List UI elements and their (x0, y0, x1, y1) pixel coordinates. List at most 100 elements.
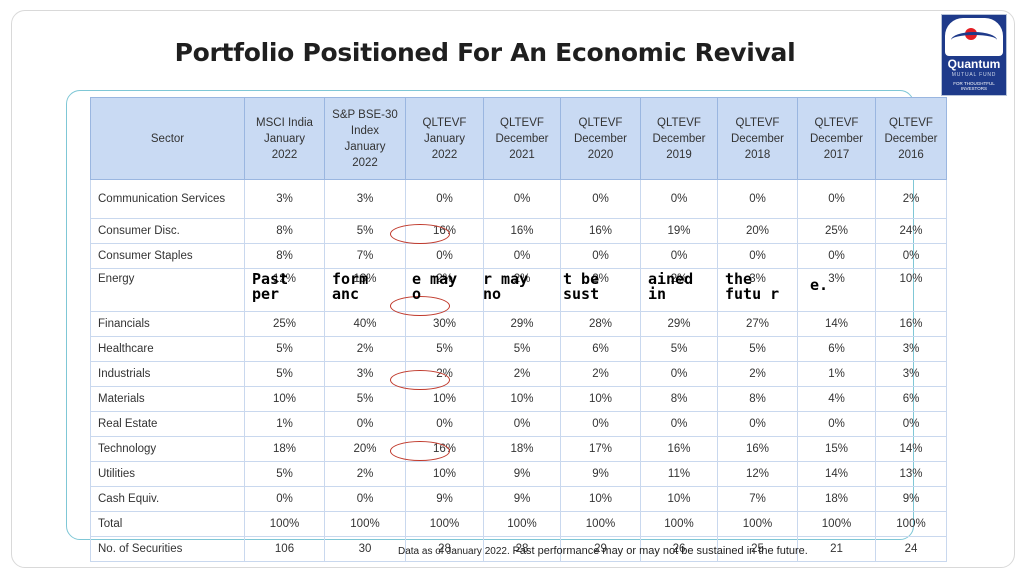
value-cell: 0% (797, 179, 876, 219)
value-cell: 0% (640, 179, 718, 219)
value-cell: 4% (797, 386, 876, 412)
column-header: QLTEVF December 2016 (875, 97, 947, 180)
column-header-sector: Sector (90, 97, 245, 180)
value-cell: 12% (717, 461, 798, 487)
table-row: Real Estate 1% 0% 0% 0% 0% 0% 0% 0% 0% (90, 411, 947, 437)
value-cell: 0% (405, 411, 484, 437)
value-cell: 0% (483, 411, 561, 437)
value-cell: 2% (560, 268, 641, 312)
value-cell: 16% (483, 218, 561, 244)
value-cell: 6% (797, 336, 876, 362)
value-cell: 28 (405, 536, 484, 562)
value-cell: 25 (717, 536, 798, 562)
value-cell: 11% (640, 461, 718, 487)
column-header: MSCI India January 2022 (244, 97, 325, 180)
value-cell: 10% (640, 486, 718, 512)
value-cell: 15% (797, 436, 876, 462)
value-cell: 9% (405, 486, 484, 512)
value-cell: 0% (717, 411, 798, 437)
value-cell: 2% (560, 361, 641, 387)
value-cell: 2% (875, 179, 947, 219)
value-cell: 9% (483, 486, 561, 512)
value-cell: 30 (324, 536, 406, 562)
table-row: Cash Equiv. 0% 0% 9% 9% 10% 10% 7% 18% 9% (90, 486, 947, 512)
value-cell: 24% (875, 218, 947, 244)
value-cell: 19% (640, 218, 718, 244)
column-header: QLTEVF December 2018 (717, 97, 798, 180)
sector-name-cell: Consumer Disc. (90, 218, 245, 244)
value-cell: 5% (244, 336, 325, 362)
value-cell: 0% (324, 486, 406, 512)
value-cell: 8% (244, 218, 325, 244)
logo-emblem-icon (945, 18, 1003, 56)
value-cell: 27% (717, 311, 798, 337)
value-cell: 13% (875, 461, 947, 487)
value-cell: 25% (797, 218, 876, 244)
value-cell: 2% (483, 268, 561, 312)
value-cell: 3% (244, 179, 325, 219)
table-row: Technology 18% 20% 16% 18% 17% 16% 16% 15% 14% (90, 436, 947, 462)
value-cell: 0% (405, 243, 484, 269)
value-cell: 106 (244, 536, 325, 562)
value-cell: 17% (560, 436, 641, 462)
logo-name: Quantum (947, 57, 1001, 71)
value-cell: 29 (560, 536, 641, 562)
value-cell: 100% (797, 511, 876, 537)
value-cell: 100% (324, 511, 406, 537)
overlay-fragment: form anc (332, 272, 369, 302)
column-header: QLTEVF January 2022 (405, 97, 484, 180)
logo-tag: FOR THOUGHTFUL INVESTORS (953, 81, 995, 91)
value-cell: 18% (244, 436, 325, 462)
footnote-main: Past performance may or may not be susta… (512, 545, 808, 557)
table-row: Energy 12% 13% 2% 2% 2% 2% 3% 3% 10% (90, 268, 947, 312)
overlay-fragment: ained in (648, 272, 694, 302)
value-cell: 26 (640, 536, 718, 562)
sector-name-cell: Financials (90, 311, 245, 337)
table-header-row: Sector MSCI India January 2022 S&P BSE-30 … (90, 97, 947, 180)
value-cell: 0% (483, 243, 561, 269)
logo-swoosh (951, 32, 997, 48)
value-cell: 0% (797, 243, 876, 269)
sector-name-cell: Materials (90, 386, 245, 412)
value-cell: 18% (797, 486, 876, 512)
value-cell: 10% (560, 386, 641, 412)
table-row: Financials 25% 40% 30% 29% 28% 29% 27% 14% 16% (90, 311, 947, 337)
value-cell: 10% (244, 386, 325, 412)
value-cell: 8% (244, 243, 325, 269)
table-row: Industrials 5% 3% 2% 2% 2% 0% 2% 1% 3% (90, 361, 947, 387)
value-cell: 6% (875, 386, 947, 412)
sector-name-cell: Communication Services (90, 179, 245, 219)
page-title: Portfolio Positioned For An Economic Rev… (174, 38, 796, 67)
table-row: Consumer Disc. 8% 5% 16% 16% 16% 19% 20% 25% 24% (90, 218, 947, 244)
value-cell: 10% (405, 461, 484, 487)
sector-name-cell: Industrials (90, 361, 245, 387)
overlay-fragment: r may no (483, 272, 529, 302)
value-cell: 3% (875, 361, 947, 387)
value-cell: 2% (324, 336, 406, 362)
value-cell: 18% (483, 436, 561, 462)
value-cell: 100% (405, 511, 484, 537)
value-cell: 2% (324, 461, 406, 487)
value-cell: 10% (875, 268, 947, 312)
value-cell: 100% (244, 511, 325, 537)
value-cell: 8% (640, 386, 718, 412)
value-cell: 1% (244, 411, 325, 437)
value-cell: 5% (244, 461, 325, 487)
value-cell: 16% (717, 436, 798, 462)
value-cell: 16% (640, 436, 718, 462)
value-cell: 2% (717, 361, 798, 387)
value-cell: 0% (324, 411, 406, 437)
column-header: QLTEVF December 2019 (640, 97, 718, 180)
value-cell: 5% (324, 386, 406, 412)
sector-name-cell: Real Estate (90, 411, 245, 437)
value-cell: 10% (483, 386, 561, 412)
value-cell: 21 (797, 536, 876, 562)
value-cell: 2% (483, 361, 561, 387)
column-header: QLTEVF December 2021 (483, 97, 561, 180)
value-cell: 7% (324, 243, 406, 269)
logo-sub: MUTUAL FUND (951, 72, 997, 78)
value-cell: 3% (324, 179, 406, 219)
value-cell: 0% (875, 243, 947, 269)
value-cell: 3% (875, 336, 947, 362)
sector-name-cell: Healthcare (90, 336, 245, 362)
